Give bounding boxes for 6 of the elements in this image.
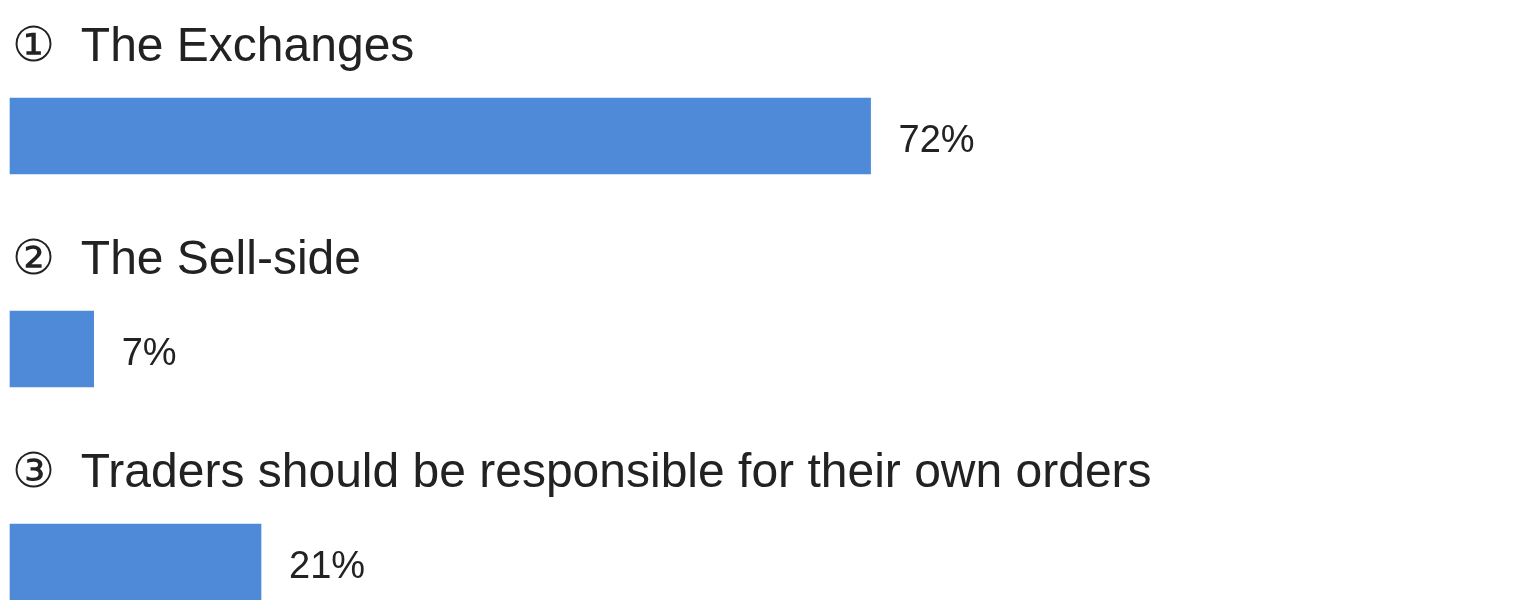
y-tick-label: ② The Sell-side	[12, 231, 361, 285]
data-label: 7%	[121, 331, 177, 374]
data-label: 21%	[289, 544, 366, 587]
y-tick-label: ③ Traders should be responsible for their own orders	[12, 444, 1152, 498]
y-tick-label: ① The Exchanges	[12, 18, 415, 72]
data-label: 72%	[898, 118, 975, 161]
